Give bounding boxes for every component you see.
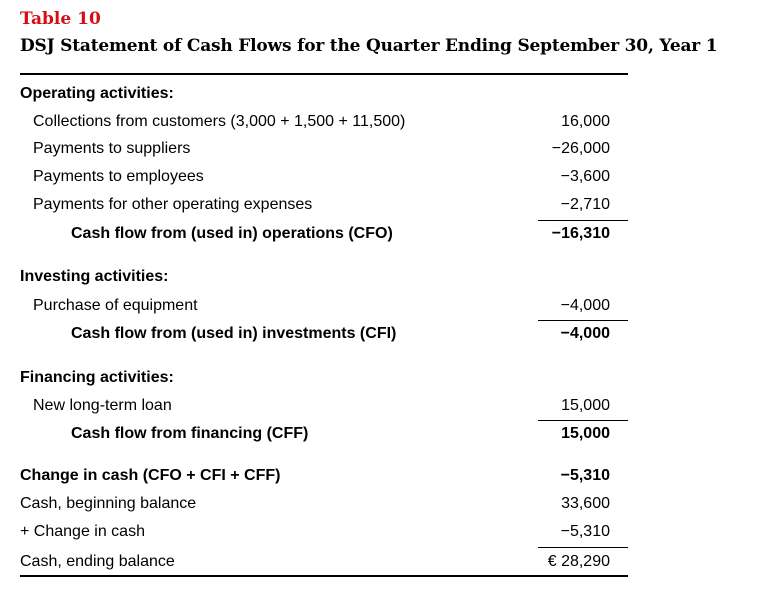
financing-total-label: Cash flow from financing (CFF) (71, 425, 309, 442)
plus-change-row: + Change in cash −5,310 (0, 520, 768, 546)
investing-header: Investing activities: (20, 268, 169, 285)
table-title: DSJ Statement of Cash Flows for the Quar… (20, 36, 718, 56)
plus-change-value: −5,310 (560, 523, 610, 540)
beginning-balance-label: Cash, beginning balance (20, 495, 197, 512)
investing-total-label: Cash flow from (used in) investments (CF… (71, 325, 397, 342)
row-label: New long-term loan (33, 397, 172, 414)
financing-header-row: Financing activities: (0, 366, 768, 392)
ending-balance-label: Cash, ending balance (20, 553, 175, 570)
ending-balance-row: Cash, ending balance € 28,290 (0, 550, 768, 576)
subtotal-underline (538, 420, 628, 421)
table-row: Payments to employees −3,600 (0, 165, 768, 191)
row-label: Payments for other operating expenses (33, 196, 313, 213)
financing-total-row: Cash flow from financing (CFF) 15,000 (0, 422, 768, 448)
table-row: Purchase of equipment −4,000 (0, 294, 768, 320)
row-value: 16,000 (561, 113, 610, 130)
row-label: Payments to suppliers (33, 140, 191, 157)
operating-total-value: −16,310 (551, 225, 610, 242)
financing-total-value: 15,000 (561, 425, 610, 442)
investing-total-value: −4,000 (560, 325, 610, 342)
row-value: −3,600 (560, 168, 610, 185)
table-row: Payments to suppliers −26,000 (0, 137, 768, 163)
table-row: Payments for other operating expenses −2… (0, 193, 768, 219)
change-in-cash-label: Change in cash (CFO + CFI + CFF) (20, 467, 281, 484)
investing-header-row: Investing activities: (0, 265, 768, 291)
ending-balance-value: € 28,290 (547, 553, 610, 570)
operating-header-row: Operating activities: (0, 82, 768, 108)
subtotal-underline (538, 547, 628, 548)
operating-total-row: Cash flow from (used in) operations (CFO… (0, 222, 768, 248)
row-value: −26,000 (551, 140, 610, 157)
row-label: Collections from customers (3,000 + 1,50… (33, 113, 406, 130)
beginning-balance-row: Cash, beginning balance 33,600 (0, 492, 768, 518)
row-value: 15,000 (561, 397, 610, 414)
operating-header: Operating activities: (20, 85, 174, 102)
top-rule (20, 73, 628, 75)
row-value: −2,710 (560, 196, 610, 213)
investing-total-row: Cash flow from (used in) investments (CF… (0, 322, 768, 348)
change-in-cash-value: −5,310 (560, 467, 610, 484)
table-row: Collections from customers (3,000 + 1,50… (0, 110, 768, 136)
row-label: Purchase of equipment (33, 297, 198, 314)
table-row: New long-term loan 15,000 (0, 394, 768, 420)
row-value: −4,000 (560, 297, 610, 314)
plus-change-label: + Change in cash (20, 523, 145, 540)
financing-header: Financing activities: (20, 369, 174, 386)
beginning-balance-value: 33,600 (561, 495, 610, 512)
subtotal-underline (538, 320, 628, 321)
change-in-cash-row: Change in cash (CFO + CFI + CFF) −5,310 (0, 464, 768, 490)
table-label: Table 10 (20, 9, 101, 29)
subtotal-underline (538, 220, 628, 221)
bottom-rule (20, 575, 628, 577)
row-label: Payments to employees (33, 168, 204, 185)
operating-total-label: Cash flow from (used in) operations (CFO… (71, 225, 393, 242)
